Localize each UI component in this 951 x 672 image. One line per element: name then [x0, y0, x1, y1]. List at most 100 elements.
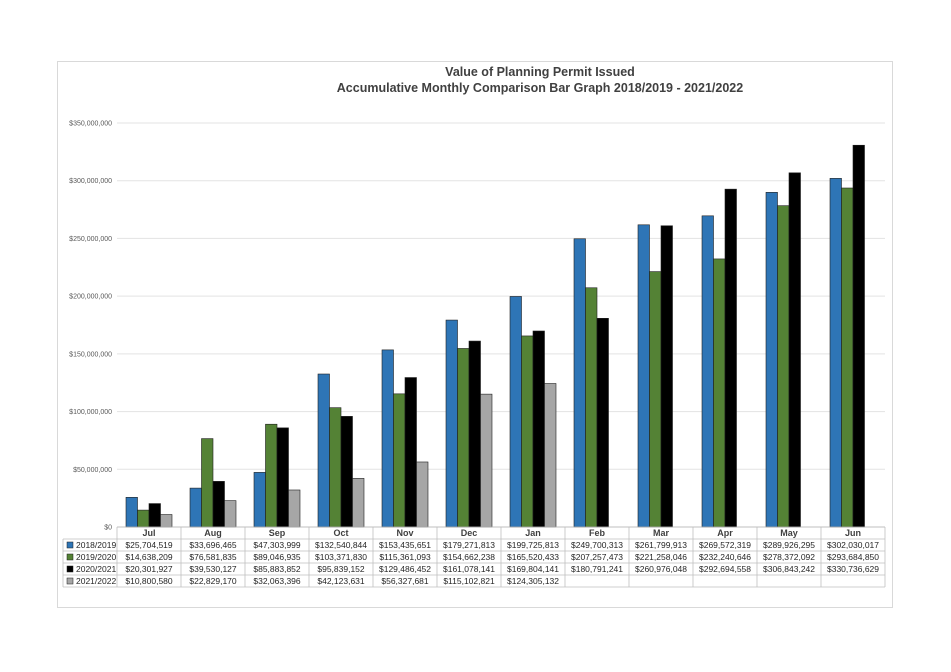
data-label: $14,638,209 [125, 552, 173, 562]
chart-subtitle: Accumulative Monthly Comparison Bar Grap… [337, 81, 743, 95]
data-label: $306,843,242 [763, 564, 815, 574]
y-tick-label: $150,000,000 [69, 351, 112, 358]
bar [457, 348, 470, 528]
data-label: $95,839,152 [317, 564, 365, 574]
data-label: $180,791,241 [571, 564, 623, 574]
bar [596, 318, 609, 528]
bar [253, 472, 266, 528]
data-label: $47,303,999 [253, 540, 301, 550]
bar [788, 172, 801, 528]
bar [352, 478, 365, 528]
bar [765, 192, 778, 528]
bar [585, 287, 598, 528]
data-label: $129,486,452 [379, 564, 431, 574]
legend-label: 2020/2021 [76, 564, 116, 574]
data-label: $10,800,580 [125, 576, 173, 586]
legend-swatch [66, 553, 74, 561]
legend-swatch [66, 541, 74, 549]
bar [841, 187, 854, 528]
data-label: $260,976,048 [635, 564, 687, 574]
data-label: $330,736,629 [827, 564, 879, 574]
data-label: $232,240,646 [699, 552, 751, 562]
data-label: $115,102,821 [443, 576, 495, 586]
data-label: $207,257,473 [571, 552, 623, 562]
data-label: $33,696,465 [189, 540, 237, 550]
bar [317, 373, 330, 528]
y-tick-label: $250,000,000 [69, 236, 112, 243]
x-tick-label: Dec [461, 528, 478, 538]
data-label: $39,530,127 [189, 564, 237, 574]
bar [829, 178, 842, 528]
x-tick-label: Apr [717, 528, 733, 538]
data-label: $124,305,132 [507, 576, 559, 586]
data-label: $165,520,433 [507, 552, 559, 562]
bar [532, 330, 545, 528]
bar [393, 393, 406, 528]
bar [468, 340, 481, 528]
data-label: $261,799,913 [635, 540, 687, 550]
legend-label: 2018/2019 [76, 540, 116, 550]
x-tick-label: Mar [653, 528, 670, 538]
legend-swatch [66, 577, 74, 585]
data-label: $169,804,141 [507, 564, 559, 574]
data-label: $85,883,852 [253, 564, 301, 574]
x-tick-label: Nov [396, 528, 413, 538]
y-tick-label: $100,000,000 [69, 409, 112, 416]
bar [224, 500, 237, 528]
bar [713, 258, 726, 528]
bar [660, 225, 673, 528]
bar [777, 205, 790, 528]
data-label: $153,435,651 [379, 540, 431, 550]
chart-title: Value of Planning Permit Issued [445, 65, 635, 79]
legend-label: 2021/2022 [76, 576, 116, 586]
y-axis-ticks: $0 $50,000,000 $100,000,000 $150,000,000 $20… [69, 121, 112, 532]
data-label: $221,258,046 [635, 552, 687, 562]
bar [340, 416, 353, 528]
bar [148, 503, 161, 528]
bar [201, 438, 214, 528]
bar [480, 393, 493, 528]
x-tick-label: Feb [589, 528, 606, 538]
data-label: $76,581,835 [189, 552, 237, 562]
chart-frame [57, 61, 893, 608]
bar [544, 383, 557, 528]
data-label: $249,700,313 [571, 540, 623, 550]
bar [329, 407, 342, 528]
bar [125, 497, 138, 528]
data-label: $179,271,813 [443, 540, 495, 550]
bar [509, 296, 522, 528]
bar [137, 509, 150, 528]
bars [125, 144, 865, 528]
data-label: $103,371,830 [315, 552, 367, 562]
bar [381, 349, 394, 528]
bar [521, 335, 534, 528]
data-label: $25,704,519 [125, 540, 173, 550]
data-label: $289,926,295 [763, 540, 815, 550]
bar [649, 271, 662, 528]
data-label: $278,372,092 [763, 552, 815, 562]
bar [288, 489, 301, 528]
data-label: $292,694,558 [699, 564, 751, 574]
y-tick-label: $350,000,000 [69, 121, 112, 128]
x-tick-label: Jan [525, 528, 541, 538]
x-tick-label: May [780, 528, 798, 538]
bar [416, 461, 429, 528]
x-tick-label: Aug [204, 528, 222, 538]
bar [404, 377, 417, 528]
data-label: $302,030,017 [827, 540, 879, 550]
data-label: $89,046,935 [253, 552, 301, 562]
bar [276, 427, 289, 528]
data-label: $132,540,844 [315, 540, 367, 550]
bar [573, 238, 586, 528]
x-tick-label: Oct [333, 528, 348, 538]
x-tick-label: Jul [142, 528, 155, 538]
data-table: Jul Aug Sep Oct Nov Dec Jan Feb Mar Apr May Jun 2018… [62, 526, 886, 588]
y-tick-label: $200,000,000 [69, 294, 112, 301]
data-label: $199,725,813 [507, 540, 559, 550]
data-label: $42,123,631 [317, 576, 365, 586]
y-tick-label: $300,000,000 [69, 178, 112, 185]
data-label: $32,063,396 [253, 576, 301, 586]
data-label: $56,327,681 [381, 576, 429, 586]
data-label: $161,078,141 [443, 564, 495, 574]
